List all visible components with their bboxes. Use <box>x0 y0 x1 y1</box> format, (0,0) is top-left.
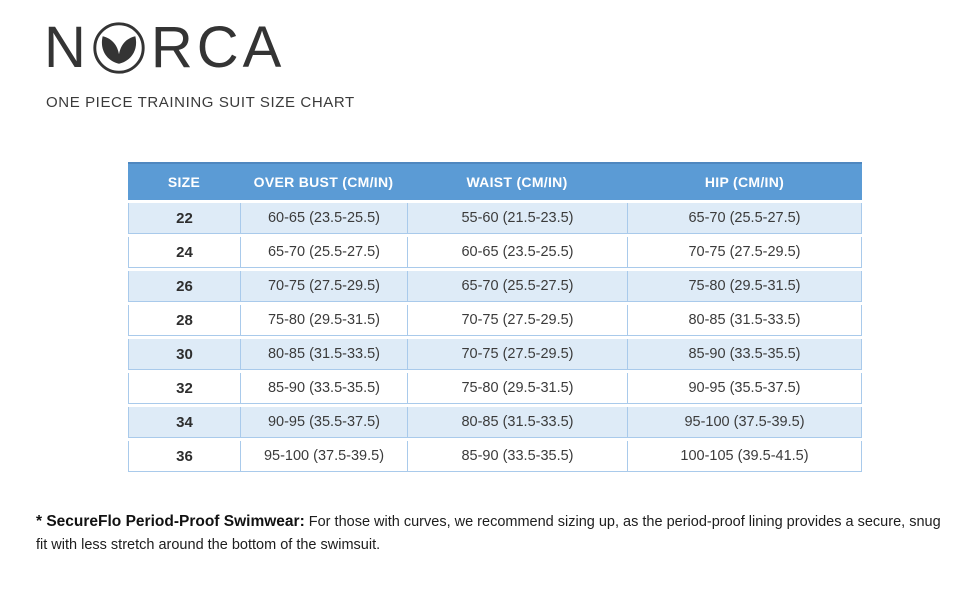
footnote-body: For those with curves, we recommend sizi… <box>36 514 941 554</box>
measurement-cell: 70-75 (27.5-29.5) <box>240 271 407 302</box>
logo-text-suffix: RCA <box>150 15 286 80</box>
logo-text-prefix: N <box>44 15 90 80</box>
measurement-cell: 65-70 (25.5-27.5) <box>240 237 407 268</box>
measurement-cell: 65-70 (25.5-27.5) <box>407 271 627 302</box>
table-row: 26 70-75 (27.5-29.5) 65-70 (25.5-27.5) 75-8… <box>128 271 862 302</box>
size-cell: 32 <box>128 373 240 404</box>
size-cell: 34 <box>128 407 240 438</box>
measurement-cell: 60-65 (23.5-25.5) <box>407 237 627 268</box>
measurement-cell: 70-75 (27.5-29.5) <box>407 305 627 336</box>
table-row: 22 60-65 (23.5-25.5) 55-60 (21.5-23.5) 65-7… <box>128 203 862 234</box>
measurement-cell: 80-85 (31.5-33.5) <box>407 407 627 438</box>
size-cell: 36 <box>128 441 240 472</box>
measurement-cell: 85-90 (33.5-35.5) <box>407 441 627 472</box>
page-subtitle: ONE PIECE TRAINING SUIT SIZE CHART <box>46 94 355 111</box>
measurement-cell: 70-75 (27.5-29.5) <box>627 237 862 268</box>
column-header: SIZE <box>128 162 240 200</box>
column-header: OVER BUST (CM/IN) <box>240 162 407 200</box>
measurement-cell: 100-105 (39.5-41.5) <box>627 441 862 472</box>
table-row: 30 80-85 (31.5-33.5) 70-75 (27.5-29.5) 85-9… <box>128 339 862 370</box>
measurement-cell: 85-90 (33.5-35.5) <box>240 373 407 404</box>
measurement-cell: 75-80 (29.5-31.5) <box>627 271 862 302</box>
table-row: 32 85-90 (33.5-35.5) 75-80 (29.5-31.5) 90-9… <box>128 373 862 404</box>
column-header: WAIST (CM/IN) <box>407 162 627 200</box>
footnote-lead: * SecureFlo Period-Proof Swimwear: <box>36 513 305 530</box>
measurement-cell: 80-85 (31.5-33.5) <box>627 305 862 336</box>
size-cell: 26 <box>128 271 240 302</box>
measurement-cell: 80-85 (31.5-33.5) <box>240 339 407 370</box>
table-body: 22 60-65 (23.5-25.5) 55-60 (21.5-23.5) 65-7… <box>128 203 862 472</box>
measurement-cell: 90-95 (35.5-37.5) <box>240 407 407 438</box>
size-cell: 22 <box>128 203 240 234</box>
table-row: 28 75-80 (29.5-31.5) 70-75 (27.5-29.5) 80-8… <box>128 305 862 336</box>
measurement-cell: 95-100 (37.5-39.5) <box>240 441 407 472</box>
brand-logo: N RCA <box>44 18 285 78</box>
mermaid-tail-icon <box>92 21 146 75</box>
header-row: SIZE OVER BUST (CM/IN) WAIST (CM/IN) HIP (C… <box>128 162 862 200</box>
table-row: 24 65-70 (25.5-27.5) 60-65 (23.5-25.5) 70-7… <box>128 237 862 268</box>
measurement-cell: 75-80 (29.5-31.5) <box>407 373 627 404</box>
measurement-cell: 95-100 (37.5-39.5) <box>627 407 862 438</box>
measurement-cell: 65-70 (25.5-27.5) <box>627 203 862 234</box>
size-cell: 30 <box>128 339 240 370</box>
table-row: 34 90-95 (35.5-37.5) 80-85 (31.5-33.5) 95-1… <box>128 407 862 438</box>
table-row: 36 95-100 (37.5-39.5) 85-90 (33.5-35.5) 100… <box>128 441 862 472</box>
footnote: * SecureFlo Period-Proof Swimwear: For t… <box>36 510 952 556</box>
measurement-cell: 60-65 (23.5-25.5) <box>240 203 407 234</box>
measurement-cell: 55-60 (21.5-23.5) <box>407 203 627 234</box>
measurement-cell: 85-90 (33.5-35.5) <box>627 339 862 370</box>
measurement-cell: 70-75 (27.5-29.5) <box>407 339 627 370</box>
size-chart-table: SIZE OVER BUST (CM/IN) WAIST (CM/IN) HIP (C… <box>128 159 862 475</box>
size-cell: 24 <box>128 237 240 268</box>
measurement-cell: 90-95 (35.5-37.5) <box>627 373 862 404</box>
measurement-cell: 75-80 (29.5-31.5) <box>240 305 407 336</box>
column-header: HIP (CM/IN) <box>627 162 862 200</box>
size-cell: 28 <box>128 305 240 336</box>
